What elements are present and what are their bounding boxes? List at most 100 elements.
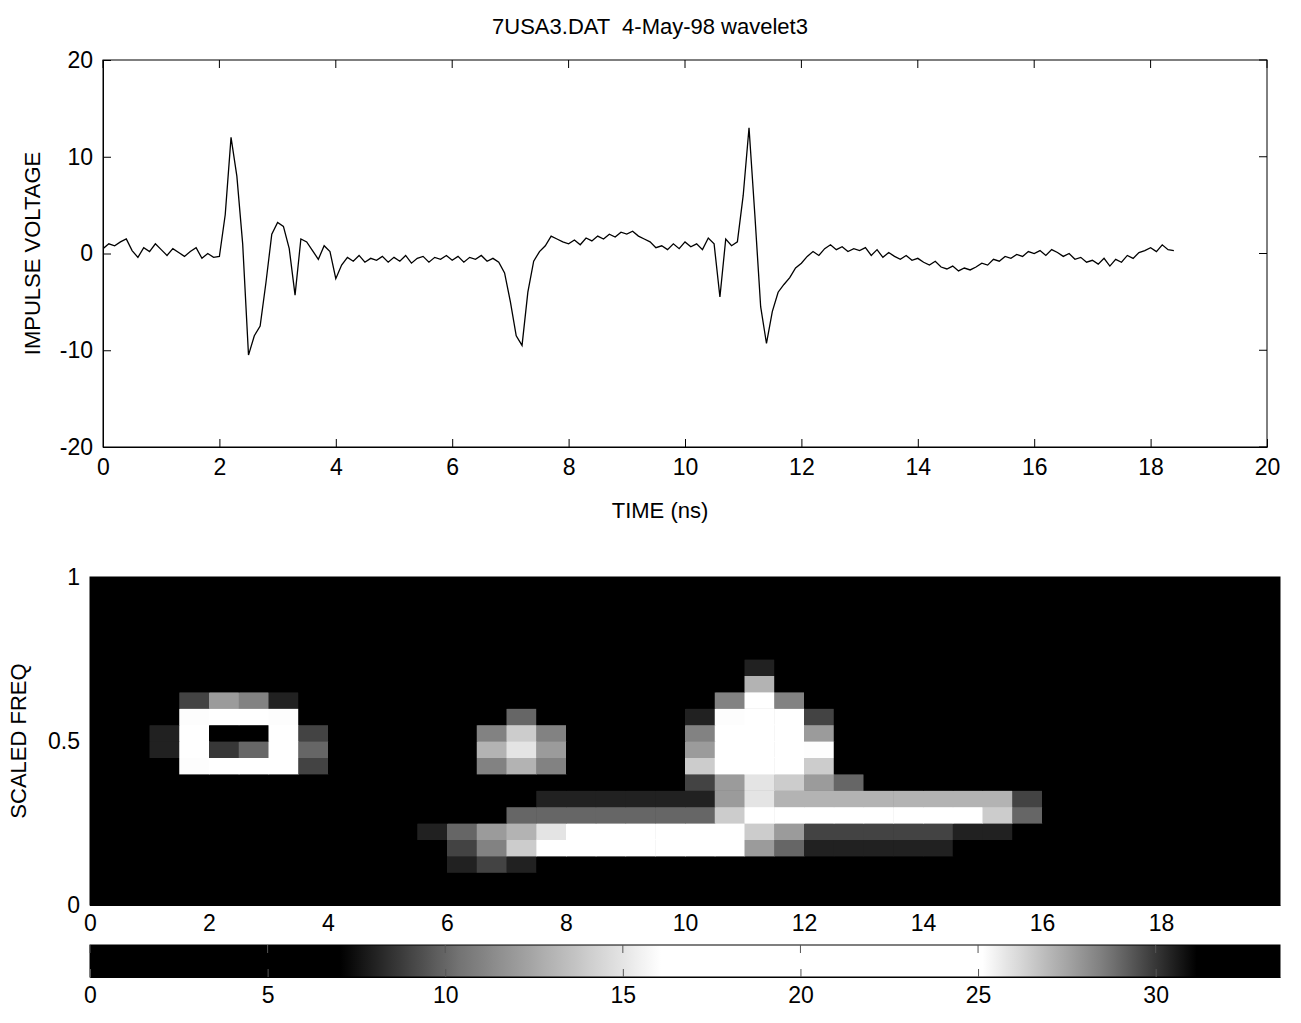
heatmap-cell (388, 790, 418, 807)
heatmap-cell (417, 626, 447, 643)
heatmap-cell (239, 577, 269, 594)
heatmap-cell (596, 593, 626, 610)
heatmap-cell (179, 741, 209, 758)
heatmap-cell (864, 889, 894, 905)
heatmap-cell (507, 708, 537, 725)
heatmap-cell (834, 823, 864, 840)
heatmap-cell (1012, 889, 1042, 905)
heatmap-cell (388, 692, 418, 709)
tick-mark (90, 577, 98, 578)
heatmap-cell (417, 741, 447, 758)
heatmap-cell (655, 675, 685, 692)
heatmap-cell (745, 757, 775, 774)
heatmap-cell (626, 577, 656, 594)
heatmap-cell (655, 610, 685, 627)
tick: 10 (433, 969, 459, 1008)
tick-mark (801, 60, 802, 68)
heatmap-cell (1131, 643, 1161, 660)
heatmap-cell (1131, 774, 1161, 791)
heatmap-cell (893, 708, 923, 725)
heatmap-cell (566, 889, 596, 905)
heatmap-cell (1191, 643, 1221, 660)
heatmap-cell (269, 889, 299, 905)
heatmap-cell (239, 593, 269, 610)
heatmap-cell (1221, 675, 1251, 692)
heatmap-cell (536, 675, 566, 692)
tick-label: 2 (203, 910, 216, 936)
heatmap-cell (1250, 577, 1280, 594)
heatmap-cell (685, 610, 715, 627)
heatmap-cell (804, 675, 834, 692)
heatmap-cell (923, 708, 953, 725)
heatmap-cell (209, 659, 239, 676)
heatmap-cell (923, 790, 953, 807)
heatmap-cell (90, 856, 120, 873)
heatmap-cell (447, 577, 477, 594)
tick-mark (1034, 60, 1035, 68)
heatmap-cell (1161, 610, 1191, 627)
heatmap-cell (834, 807, 864, 824)
heatmap-cell (566, 692, 596, 709)
heatmap-cell (90, 593, 120, 610)
heatmap-cell (596, 708, 626, 725)
heatmap-cell (953, 823, 983, 840)
heatmap-cell (358, 577, 388, 594)
heatmap-cell (953, 626, 983, 643)
heatmap-cell (893, 856, 923, 873)
heatmap-cell (626, 823, 656, 840)
heatmap-cell (745, 807, 775, 824)
tick-mark (103, 60, 111, 61)
tick: 25 (966, 969, 992, 1008)
heatmap-cell (566, 577, 596, 594)
heatmap-cell (388, 725, 418, 742)
heatmap-cell (90, 675, 120, 692)
tick-label: 14 (911, 910, 937, 936)
heatmap-cell (477, 659, 507, 676)
tick-mark (622, 945, 623, 953)
heatmap-cell (536, 889, 566, 905)
tick-label: 18 (1149, 910, 1175, 936)
heatmap-cell (298, 643, 328, 660)
heatmap-cell (893, 643, 923, 660)
heatmap-cell (209, 593, 239, 610)
heatmap-cell (774, 790, 804, 807)
axis-line (104, 447, 1268, 448)
heatmap-cell (596, 823, 626, 840)
heatmap-cell (90, 839, 120, 856)
heatmap-cell (269, 807, 299, 824)
heatmap-cell (1161, 593, 1191, 610)
heatmap-cell (388, 643, 418, 660)
colorbar-top-ticks (90, 945, 1156, 953)
heatmap-cell (1102, 643, 1132, 660)
heatmap-cell (1012, 823, 1042, 840)
heatmap-cell (120, 872, 150, 889)
tick-mark (103, 254, 111, 255)
heatmap-cell (179, 725, 209, 742)
heatmap-cell (477, 757, 507, 774)
tick: 4 (330, 439, 343, 480)
heatmap-cell (1250, 774, 1280, 791)
heatmap-cell (774, 872, 804, 889)
heatmap-cell (983, 807, 1013, 824)
heatmap-cell (1042, 757, 1072, 774)
heatmap-cell (417, 790, 447, 807)
heatmap-cell (745, 856, 775, 873)
tick: 0 (80, 240, 111, 266)
heatmap-cell (1221, 872, 1251, 889)
tick-mark (452, 439, 453, 447)
heatmap-cell (209, 741, 239, 758)
heatmap-cell (536, 610, 566, 627)
heatmap-cell (90, 790, 120, 807)
tick-label: 8 (560, 910, 573, 936)
heatmap-cell (328, 626, 358, 643)
heatmap-cell (1012, 692, 1042, 709)
tick-mark (103, 447, 111, 448)
heatmap-cell (447, 872, 477, 889)
heatmap-cell (90, 872, 120, 889)
heatmap-cell (328, 643, 358, 660)
heatmap-cell (179, 790, 209, 807)
heatmap-cell (179, 757, 209, 774)
tick-mark (1259, 156, 1267, 157)
heatmap-cell (1072, 757, 1102, 774)
heatmap-cell (923, 626, 953, 643)
